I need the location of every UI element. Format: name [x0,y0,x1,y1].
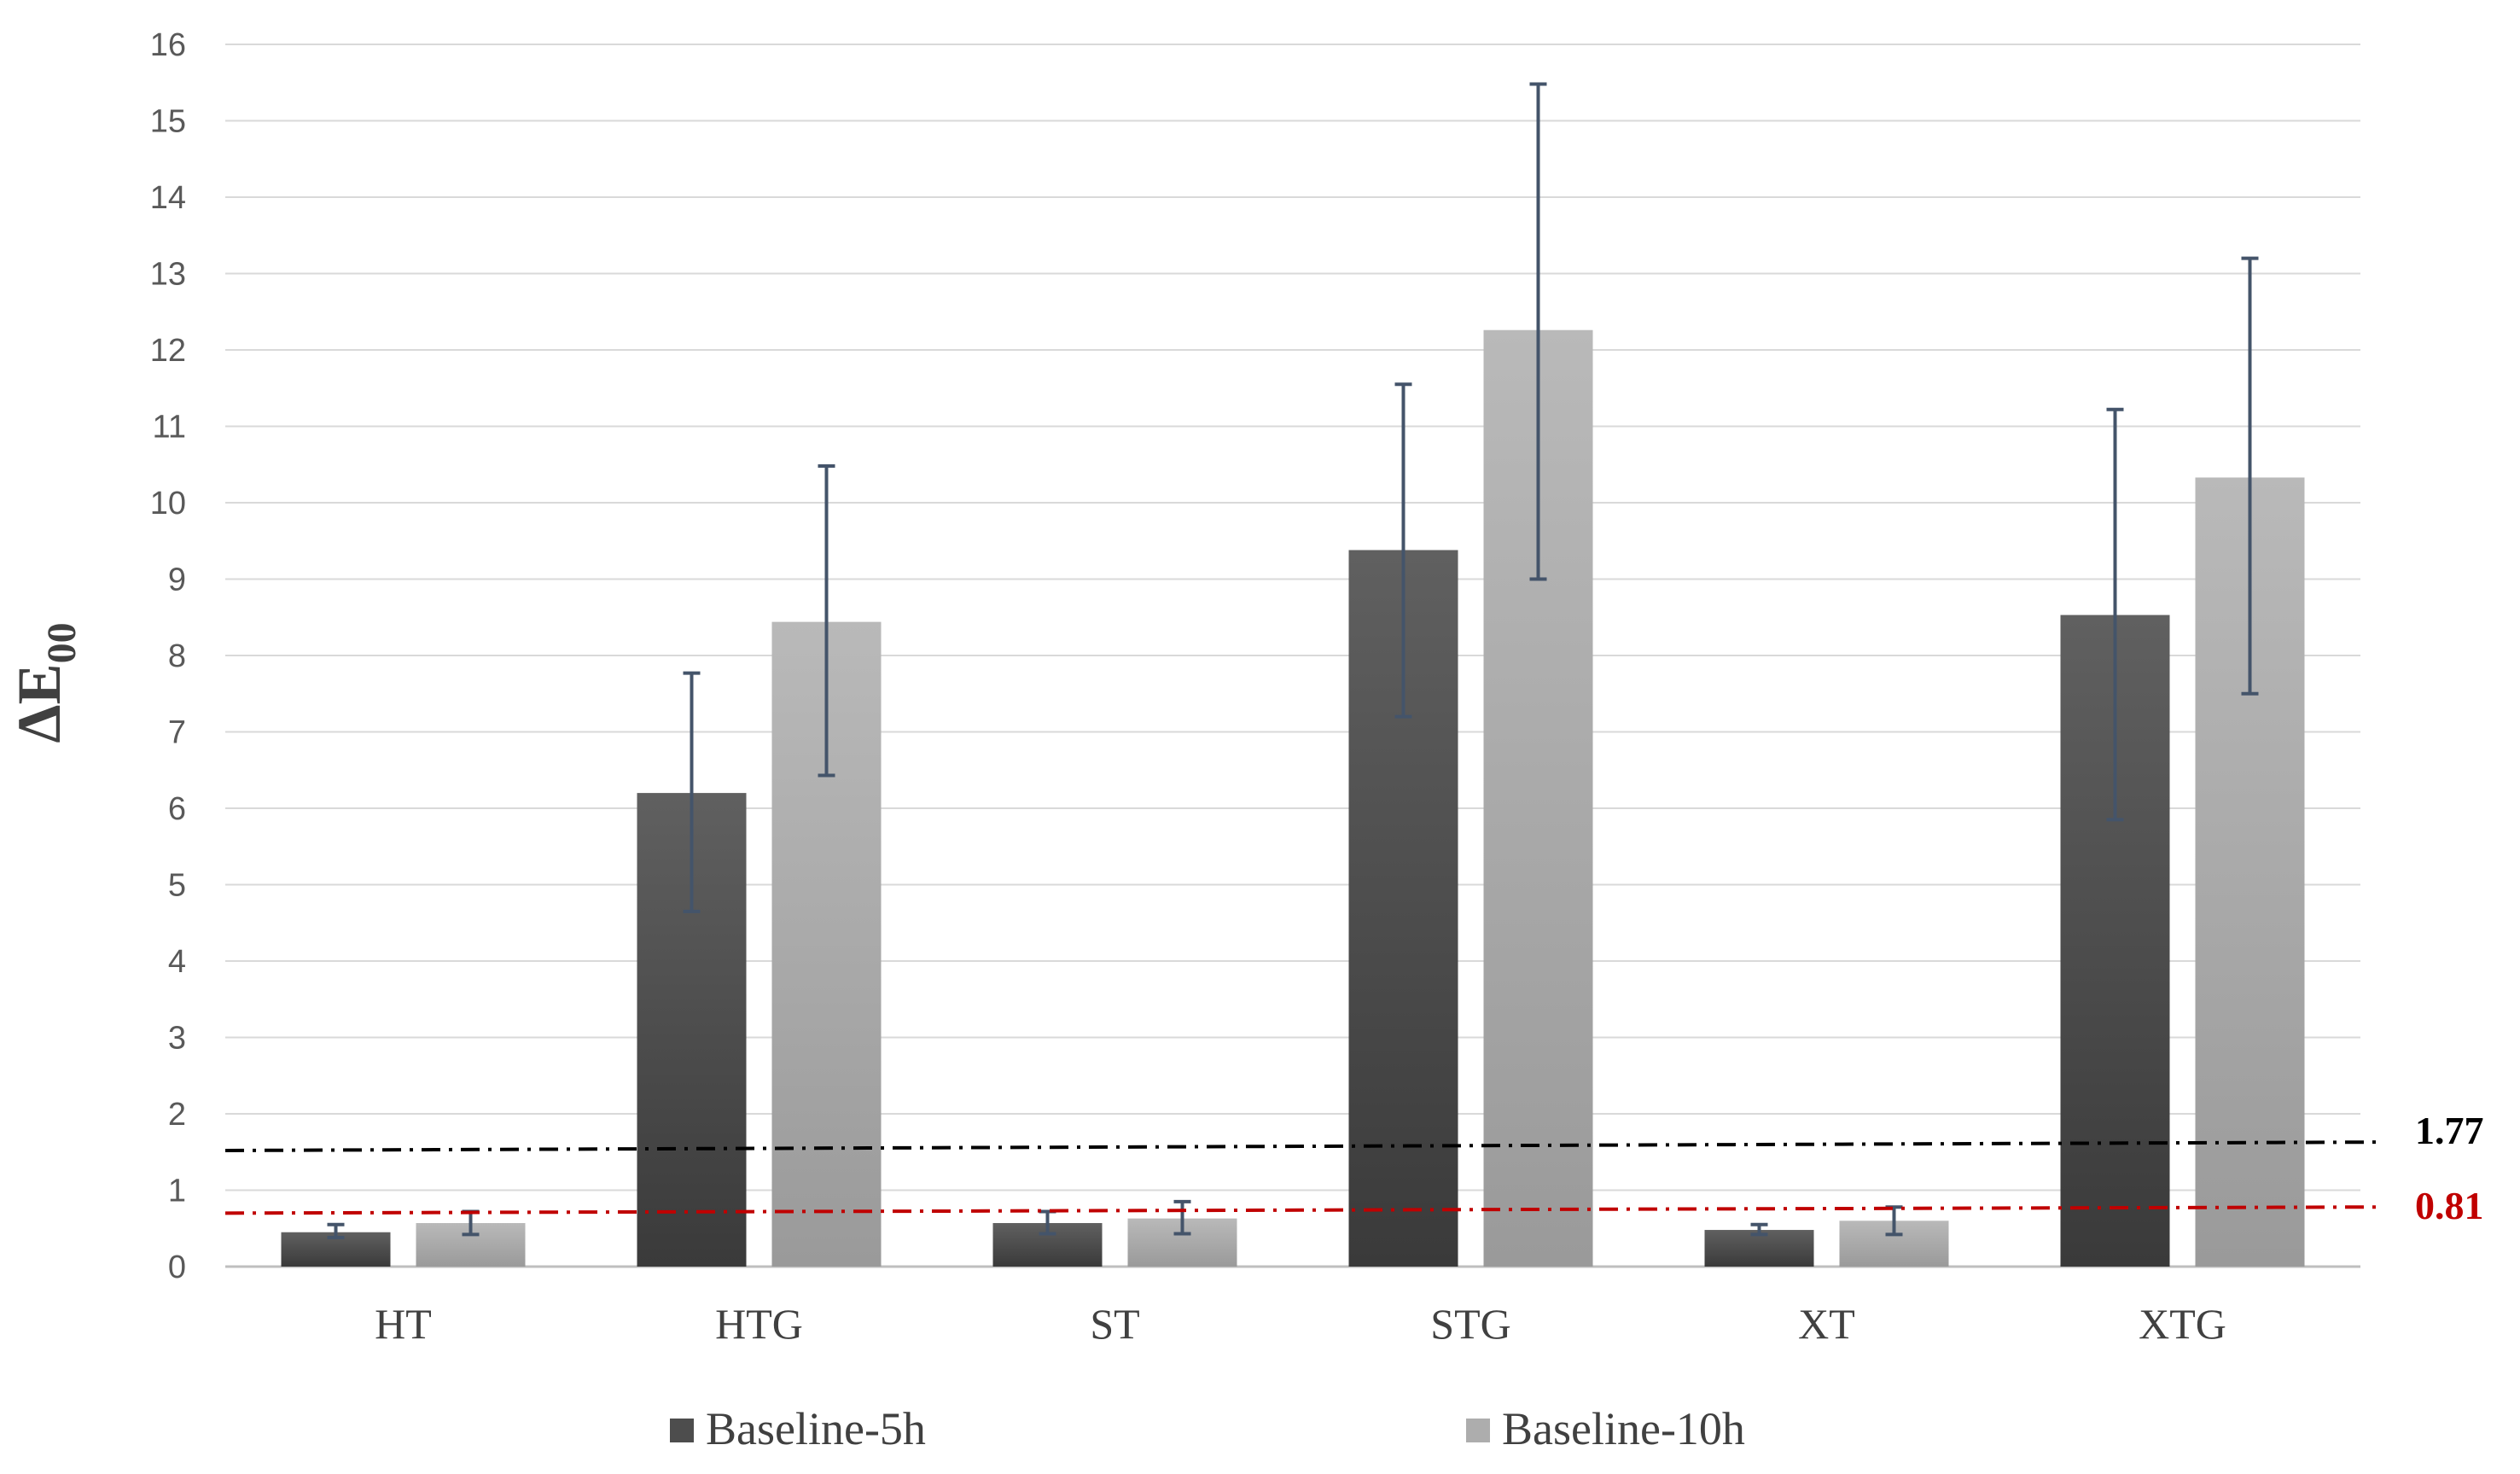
y-tick-label: 16 [150,27,186,63]
x-category-label: XT [1798,1300,1855,1348]
y-tick-label: 4 [168,944,186,980]
y-tick-label: 5 [168,868,186,904]
reference-label-1.77: 1.77 [2415,1109,2484,1152]
x-axis-categories: HT HTG ST STG XT XTG [375,1300,2226,1348]
error-bars [327,82,2259,1239]
y-tick-label: 12 [150,333,186,369]
y-tick-label: 10 [150,486,186,521]
y-tick-label: 9 [168,562,186,598]
x-category-label: STG [1430,1300,1510,1348]
legend-label-Baseline-10h: Baseline-10h [1502,1403,1745,1454]
legend-label-Baseline-5h: Baseline-5h [706,1403,926,1454]
x-category-label: XTG [2139,1300,2226,1348]
y-tick-label: 3 [168,1021,186,1057]
y-tick-label: 0 [168,1250,186,1285]
reference-line-1.77 [224,1140,2382,1152]
y-tick-label: 11 [153,410,186,446]
y-tick-label: 6 [168,791,186,827]
y-tick-label: 1 [168,1174,186,1209]
y-axis-title-subscript: 00 [39,622,84,663]
legend-swatch-Baseline-10h [1466,1419,1490,1442]
y-tick-label: 7 [168,715,186,751]
y-tick-label: 13 [150,257,186,293]
x-category-label: HT [375,1300,432,1348]
legend-swatch-Baseline-5h [670,1419,694,1442]
reference-label-0.81: 0.81 [2415,1184,2484,1227]
y-tick-label: 14 [150,180,186,216]
reference-lines: 1.77 0.81 [224,1109,2484,1227]
gridlines [225,44,2360,1268]
y-axis-title: ΔE00 [5,622,84,743]
y-tick-label: 2 [168,1097,186,1133]
x-category-label: HTG [715,1300,803,1348]
legend: Baseline-5h Baseline-10h [670,1403,1745,1454]
y-tick-label: 8 [168,638,186,674]
reference-line-0.81 [224,1205,2382,1215]
y-axis-title-main: ΔE [5,663,73,743]
y-tick-label: 15 [150,104,186,140]
y-axis-label: ΔE00 [5,622,84,743]
x-category-label: ST [1090,1300,1139,1348]
bars [281,329,2305,1267]
